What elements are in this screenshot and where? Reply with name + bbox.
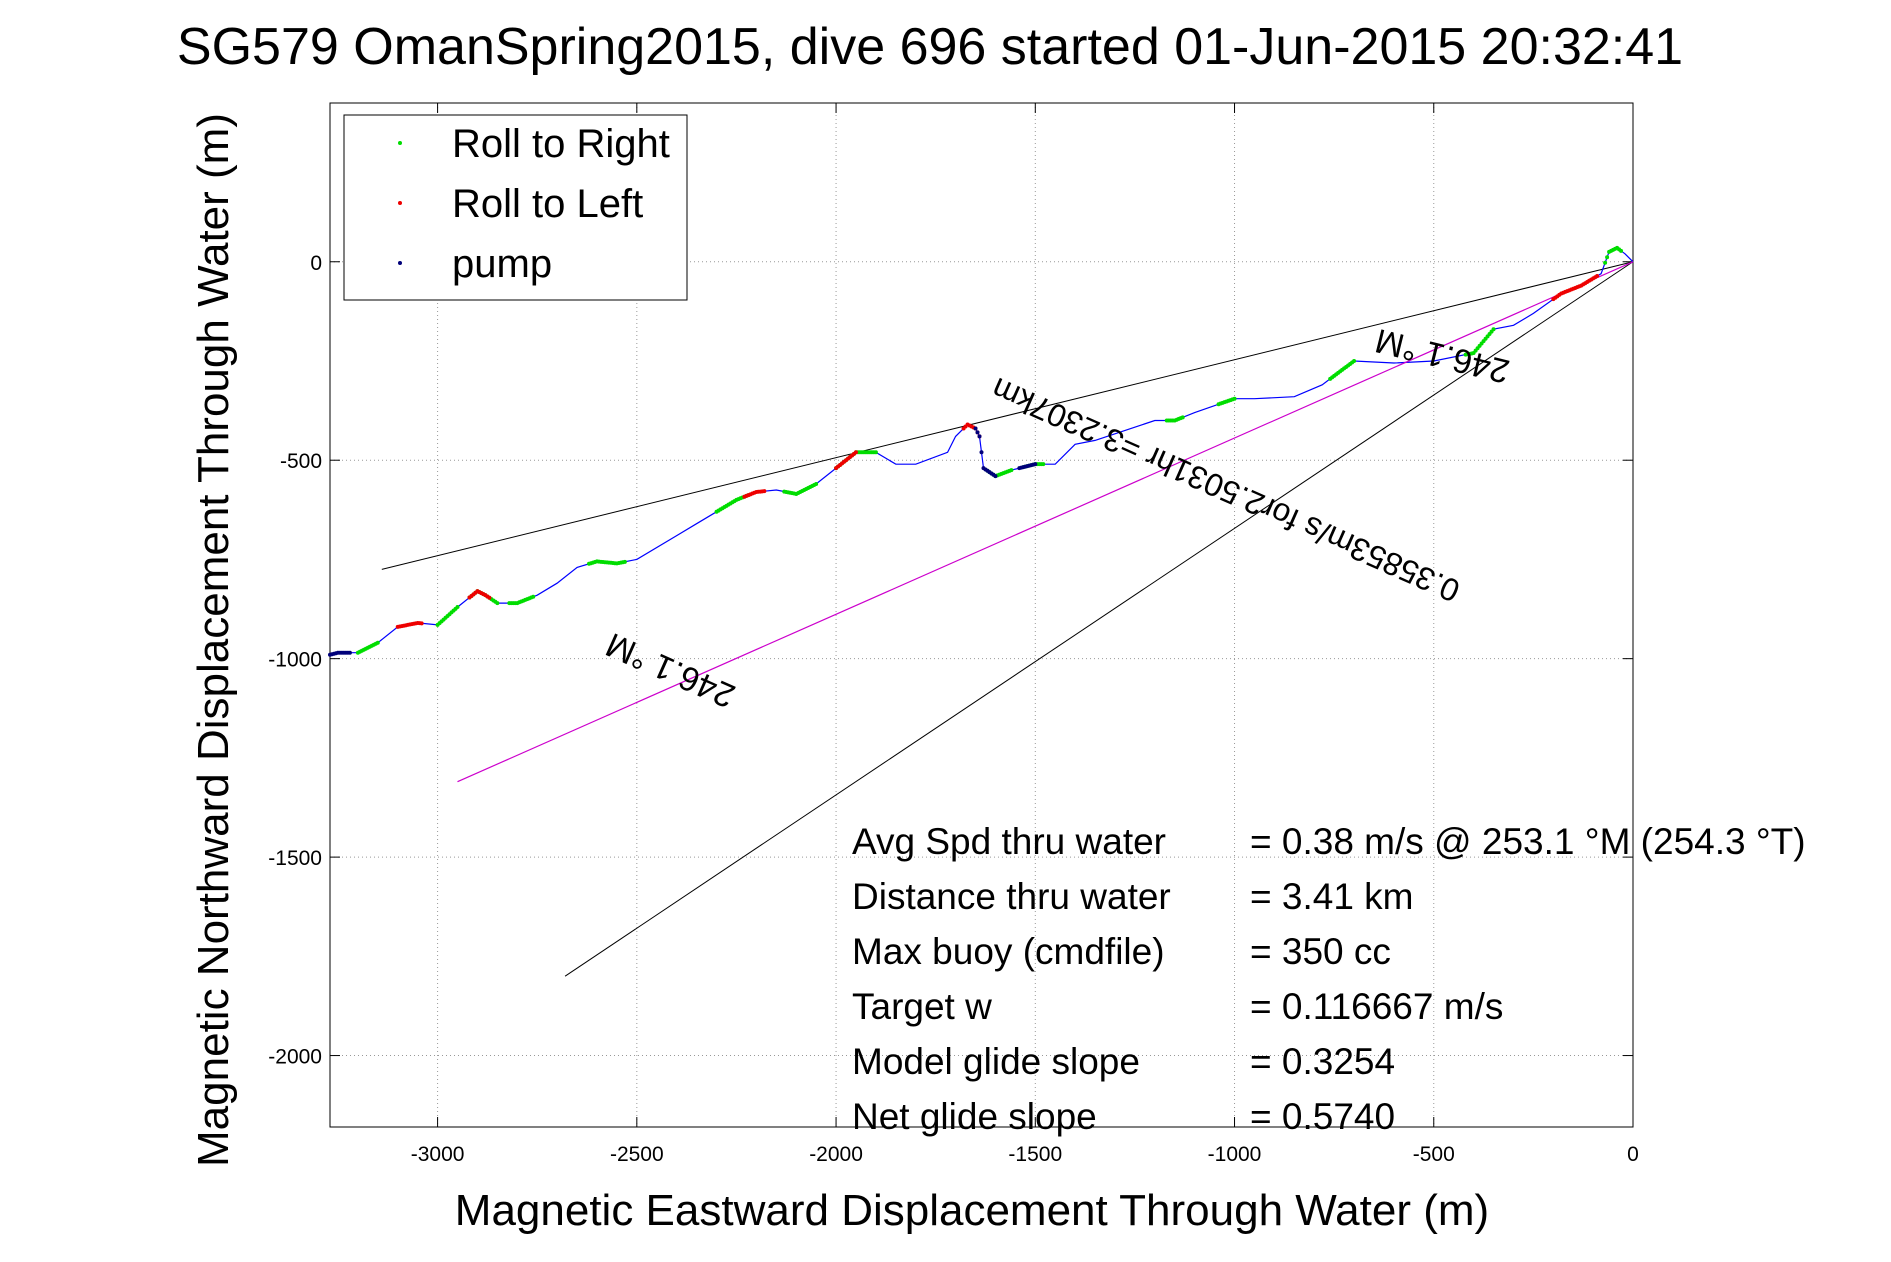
x-tick-label: -1500 [1008, 1143, 1062, 1166]
roll-right-marker [1164, 418, 1169, 423]
heading-label-lower: 246.1 °M [600, 625, 740, 715]
envelope-line [381, 261, 1634, 570]
roll-right-marker [355, 650, 360, 655]
stat-value: = 0.38 m/s @ 253.1 °M (254.3 °T) [1250, 821, 1806, 862]
roll-right-marker [587, 561, 592, 566]
x-tick-label: 0 [1627, 1143, 1639, 1166]
envelope-lines [381, 261, 1634, 977]
roll-right-marker [1607, 249, 1612, 254]
stat-label: Distance thru water [852, 876, 1171, 917]
roll-left-marker [1551, 297, 1556, 302]
roll-right-marker [1463, 352, 1468, 357]
legend-label: Roll to Right [452, 122, 670, 166]
roll-left-marker [961, 426, 966, 431]
legend-label: pump [452, 242, 552, 286]
stat-value: = 3.41 km [1250, 876, 1414, 917]
x-tick-label: -2500 [610, 1143, 664, 1166]
x-tick-label: -1000 [1208, 1143, 1262, 1166]
plot-frame [329, 102, 1634, 1128]
x-tick-label: -500 [1413, 1143, 1455, 1166]
stats-block: Avg Spd thru water = 0.38 m/s @ 253.1 °M … [852, 821, 1806, 1137]
chart-title: SG579 OmanSpring2015, dive 696 started 0… [177, 18, 1683, 76]
y-tick-label: -1000 [268, 649, 322, 672]
roll-right-marker [507, 601, 512, 606]
x-axis-label: Magnetic Eastward Displacement Through W… [455, 1186, 1489, 1235]
stat-value: = 0.116667 m/s [1250, 986, 1503, 1027]
envelope-line [564, 261, 1634, 977]
stat-label: Model glide slope [852, 1041, 1140, 1082]
legend-marker [398, 141, 402, 145]
roll-markers [328, 245, 1624, 657]
roll-right-marker [435, 622, 440, 627]
roll-right-marker [714, 509, 719, 514]
stat-label: Target w [852, 986, 992, 1027]
roll-left-marker [395, 624, 400, 629]
stat-label: Avg Spd thru water [852, 821, 1166, 862]
stat-value: = 0.5740 [1250, 1096, 1395, 1137]
roll-left-marker [834, 466, 839, 471]
legend-box [343, 114, 688, 301]
pump-marker [328, 652, 332, 657]
y-tick-label: -500 [280, 450, 322, 473]
axis-ticks: -3000 -2500 -2000 -1500 -1000 -500 0 0 -500 -1000… [268, 103, 1639, 1166]
y-tick-label: 0 [310, 252, 322, 275]
roll-right-marker [1605, 255, 1610, 260]
legend-marker [398, 261, 402, 265]
pump-marker [977, 434, 982, 439]
roll-left-marker [742, 494, 747, 499]
legend: Roll to Right Roll to Left pump [343, 114, 688, 301]
stat-value: = 0.3254 [1250, 1041, 1395, 1082]
roll-right-marker [1328, 376, 1333, 381]
roll-right-marker [1216, 402, 1221, 407]
legend-label: Roll to Left [452, 182, 643, 226]
roll-right-marker [1603, 260, 1608, 265]
roll-right-marker [782, 489, 787, 494]
pump-marker [975, 430, 980, 435]
series-lines [329, 247, 1634, 783]
roll-left-marker [467, 595, 472, 600]
stat-label: Net glide slope [852, 1096, 1097, 1137]
y-tick-label: -1500 [268, 847, 322, 870]
speed-annotation: 0.35853m/s for2.5031hr =3.2307km [986, 371, 1465, 610]
x-tick-label: -3000 [411, 1143, 465, 1166]
pump-marker [1017, 466, 1022, 471]
y-axis-label: Magnetic Northward Displacement Through … [189, 113, 238, 1167]
legend-marker [398, 201, 402, 205]
pump-marker [979, 450, 984, 455]
stat-label: Max buoy (cmdfile) [852, 931, 1165, 972]
stat-value: = 350 cc [1250, 931, 1391, 972]
series-rhumb [457, 261, 1634, 783]
y-tick-label: -2000 [268, 1046, 322, 1069]
pump-marker [981, 466, 986, 471]
x-tick-label: -2000 [809, 1143, 863, 1166]
pump-marker [973, 426, 978, 431]
